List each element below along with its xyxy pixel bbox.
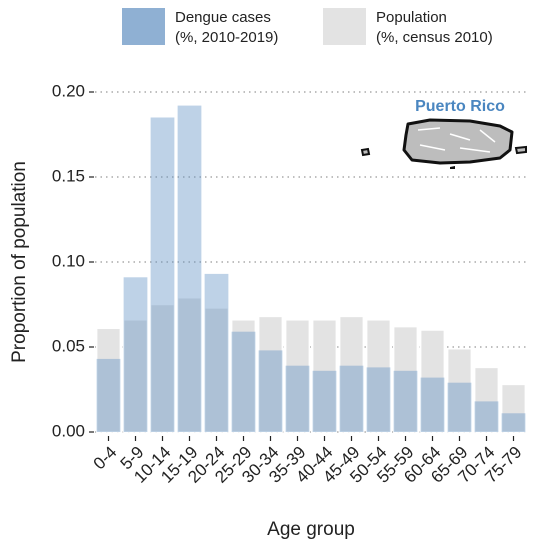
population-bar [338, 315, 365, 433]
population-bar [176, 296, 203, 433]
y-tick-label: 0.00 [52, 421, 85, 440]
population-bar [419, 329, 446, 433]
population-bar [284, 319, 311, 433]
dengue-bar [123, 277, 148, 432]
population-bar [392, 325, 419, 433]
y-tick-label: 0.05 [52, 336, 85, 355]
legend-swatch [122, 8, 165, 45]
legend-swatch [323, 8, 366, 45]
dengue-bar [474, 401, 499, 432]
dengue-bar [258, 350, 283, 432]
population-bar [500, 383, 527, 433]
y-tick-label: 0.15 [52, 166, 85, 185]
population-bar [446, 347, 473, 433]
x-tick-label: 0-4 [90, 443, 121, 474]
annotation: Puerto Rico [415, 98, 505, 115]
dengue-bar [501, 413, 526, 432]
y-tick-label: 0.10 [52, 251, 85, 270]
dengue-bar [339, 365, 364, 432]
dengue-bar [204, 273, 229, 432]
dengue-bar [393, 370, 418, 432]
dengue-bar [150, 117, 175, 432]
dengue-bar [447, 382, 472, 432]
population-bar [122, 319, 149, 433]
y-tick-label: 0.20 [52, 81, 85, 100]
population-bar [257, 315, 284, 433]
dengue-bar [420, 377, 445, 432]
legend-label: Population (%, census 2010) [376, 9, 493, 46]
dengue-bar [366, 367, 391, 432]
dengue-bar [96, 358, 121, 432]
population-bar [149, 303, 176, 433]
dengue-bar [231, 331, 256, 432]
dengue-bar [177, 105, 202, 432]
population-bar [95, 327, 122, 433]
legend-label: Dengue cases (%, 2010-2019) [175, 9, 278, 46]
map-icon [360, 118, 527, 169]
dengue-bar [285, 365, 310, 432]
x-axis-label: Age group [267, 519, 355, 540]
population-bar [203, 307, 230, 433]
y-axis-label: Proportion of population [9, 161, 30, 363]
population-bar [230, 319, 257, 433]
population-bar [473, 366, 500, 433]
population-bar [311, 319, 338, 433]
dengue-bar [312, 370, 337, 432]
population-bar [365, 319, 392, 433]
